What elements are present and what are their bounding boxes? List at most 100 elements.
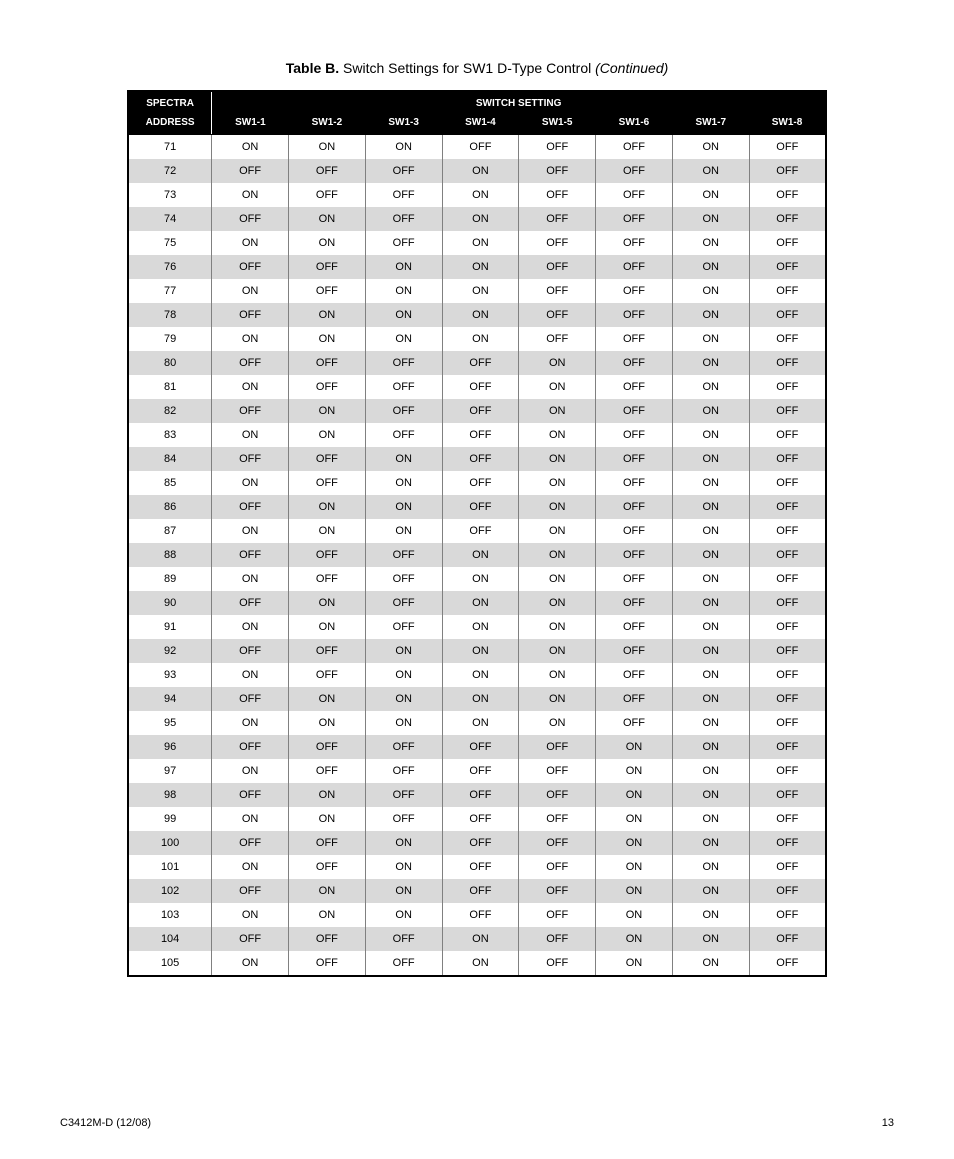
cell-address: 88 xyxy=(128,543,212,567)
cell-switch: OFF xyxy=(749,783,826,807)
cell-switch: ON xyxy=(365,855,442,879)
cell-switch: ON xyxy=(289,207,366,231)
cell-switch: OFF xyxy=(519,207,596,231)
cell-address: 98 xyxy=(128,783,212,807)
table-row: 73ONOFFOFFONOFFOFFONOFF xyxy=(128,183,826,207)
cell-switch: OFF xyxy=(442,375,519,399)
cell-switch: OFF xyxy=(519,303,596,327)
cell-switch: ON xyxy=(289,615,366,639)
cell-switch: ON xyxy=(442,255,519,279)
cell-switch: OFF xyxy=(596,615,673,639)
cell-switch: ON xyxy=(289,783,366,807)
cell-switch: ON xyxy=(519,423,596,447)
table-row: 78OFFONONONOFFOFFONOFF xyxy=(128,303,826,327)
cell-switch: OFF xyxy=(365,399,442,423)
cell-switch: OFF xyxy=(289,279,366,303)
cell-switch: OFF xyxy=(749,375,826,399)
cell-switch: OFF xyxy=(596,159,673,183)
caption-suffix: (Continued) xyxy=(595,60,668,76)
cell-switch: ON xyxy=(519,615,596,639)
cell-switch: ON xyxy=(519,567,596,591)
table-row: 80OFFOFFOFFOFFONOFFONOFF xyxy=(128,351,826,375)
cell-switch: OFF xyxy=(212,399,289,423)
cell-switch: ON xyxy=(289,231,366,255)
cell-address: 84 xyxy=(128,447,212,471)
cell-switch: OFF xyxy=(749,951,826,976)
cell-address: 95 xyxy=(128,711,212,735)
cell-switch: ON xyxy=(519,471,596,495)
cell-switch: OFF xyxy=(212,303,289,327)
cell-switch: OFF xyxy=(442,759,519,783)
cell-switch: OFF xyxy=(365,351,442,375)
cell-switch: OFF xyxy=(749,327,826,351)
cell-switch: ON xyxy=(519,399,596,423)
cell-switch: ON xyxy=(365,303,442,327)
cell-switch: ON xyxy=(519,447,596,471)
cell-switch: OFF xyxy=(519,735,596,759)
table-row: 100OFFOFFONOFFOFFONONOFF xyxy=(128,831,826,855)
cell-switch: OFF xyxy=(749,687,826,711)
cell-switch: OFF xyxy=(212,831,289,855)
cell-address: 83 xyxy=(128,423,212,447)
cell-switch: OFF xyxy=(749,663,826,687)
cell-switch: ON xyxy=(289,591,366,615)
cell-switch: ON xyxy=(519,495,596,519)
cell-switch: OFF xyxy=(365,759,442,783)
cell-switch: OFF xyxy=(749,879,826,903)
cell-switch: OFF xyxy=(442,831,519,855)
cell-switch: ON xyxy=(672,831,749,855)
cell-switch: ON xyxy=(672,231,749,255)
cell-address: 91 xyxy=(128,615,212,639)
cell-switch: OFF xyxy=(519,831,596,855)
cell-switch: ON xyxy=(365,519,442,543)
cell-switch: OFF xyxy=(442,879,519,903)
cell-switch: ON xyxy=(442,207,519,231)
cell-switch: OFF xyxy=(749,855,826,879)
cell-switch: OFF xyxy=(365,735,442,759)
page: Table B. Switch Settings for SW1 D-Type … xyxy=(0,0,954,1159)
cell-switch: ON xyxy=(442,159,519,183)
cell-switch: ON xyxy=(289,135,366,160)
cell-switch: OFF xyxy=(442,903,519,927)
cell-switch: OFF xyxy=(749,711,826,735)
cell-switch: ON xyxy=(365,639,442,663)
table-row: 85ONOFFONOFFONOFFONOFF xyxy=(128,471,826,495)
cell-address: 72 xyxy=(128,159,212,183)
cell-address: 71 xyxy=(128,135,212,160)
table-row: 82OFFONOFFOFFONOFFONOFF xyxy=(128,399,826,423)
cell-switch: OFF xyxy=(596,231,673,255)
cell-switch: ON xyxy=(365,903,442,927)
cell-switch: ON xyxy=(442,327,519,351)
cell-switch: ON xyxy=(442,567,519,591)
cell-switch: ON xyxy=(442,591,519,615)
table-row: 75ONONOFFONOFFOFFONOFF xyxy=(128,231,826,255)
cell-switch: OFF xyxy=(749,615,826,639)
cell-address: 74 xyxy=(128,207,212,231)
cell-switch: OFF xyxy=(289,159,366,183)
cell-switch: ON xyxy=(289,903,366,927)
header-spectra-bottom: ADDRESS xyxy=(128,113,212,135)
cell-address: 103 xyxy=(128,903,212,927)
cell-switch: OFF xyxy=(519,135,596,160)
cell-switch: ON xyxy=(289,303,366,327)
cell-switch: ON xyxy=(289,711,366,735)
cell-address: 80 xyxy=(128,351,212,375)
cell-switch: OFF xyxy=(289,351,366,375)
cell-switch: OFF xyxy=(212,495,289,519)
cell-switch: ON xyxy=(519,351,596,375)
cell-address: 87 xyxy=(128,519,212,543)
cell-switch: OFF xyxy=(212,687,289,711)
cell-switch: ON xyxy=(365,711,442,735)
cell-switch: ON xyxy=(519,711,596,735)
table-row: 86OFFONONOFFONOFFONOFF xyxy=(128,495,826,519)
cell-switch: ON xyxy=(672,447,749,471)
cell-address: 104 xyxy=(128,927,212,951)
table-row: 88OFFOFFOFFONONOFFONOFF xyxy=(128,543,826,567)
cell-switch: OFF xyxy=(442,447,519,471)
header-sw1-4: SW1-4 xyxy=(442,113,519,135)
cell-address: 81 xyxy=(128,375,212,399)
cell-switch: ON xyxy=(442,279,519,303)
cell-switch: ON xyxy=(365,135,442,160)
header-switch-setting: SWITCH SETTING xyxy=(212,91,826,113)
cell-address: 97 xyxy=(128,759,212,783)
